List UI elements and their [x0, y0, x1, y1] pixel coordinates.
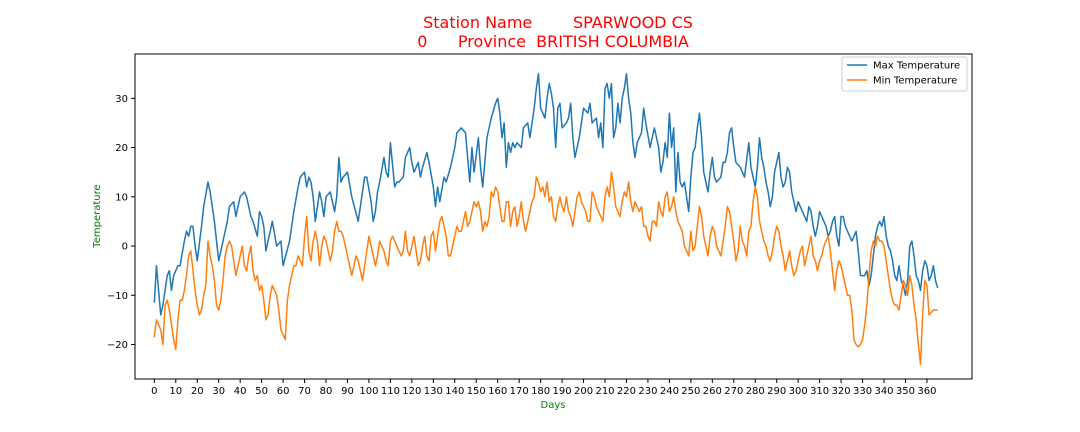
- x-tick-label: 290: [767, 386, 786, 397]
- y-tick-label: 10: [115, 192, 128, 203]
- x-tick-label: 340: [874, 386, 893, 397]
- chart-title-line-2: 0 Province BRITISH COLUMBIA: [417, 32, 689, 51]
- legend-label-min-temperature: Min Temperature: [873, 76, 957, 87]
- legend-box: [841, 56, 968, 92]
- x-tick-label: 330: [853, 386, 872, 397]
- x-tick-label: 250: [681, 386, 700, 397]
- plot-frame: [134, 53, 973, 380]
- x-tick-label: 280: [746, 386, 765, 397]
- series-line-max-temperature: [153, 72, 939, 316]
- x-tick-label: 130: [424, 386, 443, 397]
- x-tick-label: 80: [320, 386, 333, 397]
- x-tick-label: 220: [617, 386, 636, 397]
- x-tick-label: 180: [531, 386, 550, 397]
- x-tick-label: 110: [381, 386, 400, 397]
- y-axis: −20 −10 0 10 20 30: [107, 94, 135, 351]
- x-tick-label: 310: [810, 386, 829, 397]
- y-tick-label: 0: [122, 242, 128, 253]
- x-tick-label: 230: [638, 386, 657, 397]
- x-tick-label: 320: [832, 386, 851, 397]
- y-tick-label: −20: [107, 340, 128, 351]
- x-tick-label: 120: [402, 386, 421, 397]
- x-tick-label: 160: [488, 386, 507, 397]
- x-tick-label: 190: [553, 386, 572, 397]
- x-axis: 0 10 20 30 40 50 60 70 80 90 100 110 120 130 140 150 160…: [151, 379, 936, 397]
- x-tick-label: 20: [191, 386, 204, 397]
- x-tick-label: 240: [660, 386, 679, 397]
- x-tick-label: 100: [359, 386, 378, 397]
- x-tick-label: 50: [255, 386, 268, 397]
- y-tick-label: −10: [107, 291, 128, 302]
- x-tick-label: 60: [277, 386, 290, 397]
- x-tick-label: 360: [917, 386, 936, 397]
- x-tick-label: 90: [341, 386, 354, 397]
- legend-label-max-temperature: Max Temperature: [873, 61, 960, 72]
- legend: Max Temperature Min Temperature: [841, 56, 968, 92]
- x-tick-label: 10: [169, 386, 182, 397]
- x-tick-label: 200: [574, 386, 593, 397]
- y-tick-label: 30: [115, 94, 128, 105]
- x-axis-label: Days: [541, 400, 566, 411]
- series-line-min-temperature: [153, 171, 938, 365]
- x-tick-label: 140: [445, 386, 464, 397]
- x-tick-label: 40: [234, 386, 247, 397]
- x-tick-label: 0: [151, 386, 157, 397]
- y-axis-label: Temperature: [92, 184, 103, 248]
- series-lines: [153, 72, 939, 365]
- x-tick-label: 270: [724, 386, 743, 397]
- x-tick-label: 30: [212, 386, 225, 397]
- x-tick-label: 260: [703, 386, 722, 397]
- chart-title-line-1: Station Name SPARWOOD CS: [423, 13, 693, 32]
- x-tick-label: 150: [467, 386, 486, 397]
- x-tick-label: 350: [896, 386, 915, 397]
- x-tick-label: 170: [510, 386, 529, 397]
- x-tick-label: 70: [298, 386, 311, 397]
- x-tick-label: 300: [789, 386, 808, 397]
- y-tick-label: 20: [115, 143, 128, 154]
- x-tick-label: 210: [595, 386, 614, 397]
